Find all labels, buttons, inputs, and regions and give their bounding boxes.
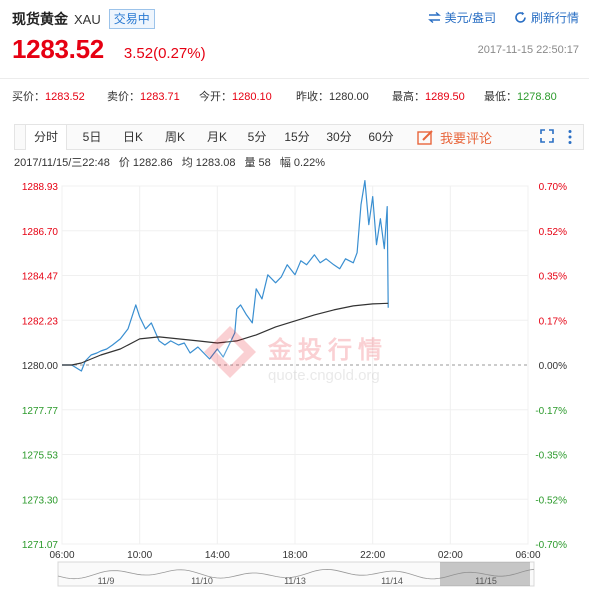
quote-item: 昨收：1280.00: [296, 88, 369, 104]
info-price: 1282.86: [132, 157, 173, 169]
y-tick-label: 1284.47: [22, 272, 59, 283]
pct-tick-label: -0.35%: [535, 451, 567, 462]
x-tick-label: 18:00: [282, 550, 307, 561]
mini-navigator-date: 11/9: [98, 576, 115, 586]
pct-tick-label: 0.52%: [539, 227, 567, 238]
mini-navigator-date: 11/10: [191, 576, 213, 586]
quote-item: 今开：1280.10: [199, 88, 272, 104]
mini-navigator-line: [57, 568, 535, 580]
pct-tick-label: 0.00%: [539, 361, 567, 372]
y-tick-label: 1273.30: [22, 495, 59, 506]
comment-button[interactable]: 我要评论: [417, 125, 492, 149]
tab-0[interactable]: 分时: [25, 125, 67, 150]
pct-tick-label: -0.70%: [535, 540, 567, 551]
info-amplitude: 0.22%: [293, 157, 326, 169]
header-divider: [0, 78, 589, 79]
swap-arrows-icon: [427, 12, 441, 23]
info-volume: 58: [258, 157, 271, 169]
tab-4[interactable]: 月K: [206, 130, 227, 144]
pct-tick-label: 0.70%: [539, 182, 567, 193]
pct-tick-label: -0.17%: [535, 406, 567, 417]
price-change: 3.52(0.27%): [123, 45, 206, 62]
quote-label: 卖价：: [107, 91, 140, 103]
refresh-icon: [515, 11, 526, 23]
refresh-label: 刷新行情: [530, 11, 579, 25]
quote-label: 昨收：: [296, 91, 329, 103]
intraday-chart[interactable]: 1288.93 0.70% 1286.70 0.52% 1284.47 0.35% 1282…: [0, 172, 589, 592]
quote-value: 1283.52: [45, 91, 85, 103]
y-tick-label: 1286.70: [22, 227, 59, 238]
quote-value: 1289.50: [425, 91, 465, 103]
refresh-quotes-link[interactable]: 刷新行情: [514, 9, 579, 26]
instrument-title: 现货黄金: [12, 11, 68, 27]
edit-icon: [417, 129, 433, 145]
tab-2[interactable]: 日K: [122, 130, 143, 144]
info-avg: 1283.08: [195, 157, 236, 169]
pct-tick-label: 0.17%: [539, 316, 567, 327]
y-tick-label: 1282.23: [22, 316, 59, 327]
instrument-symbol: XAU: [74, 11, 101, 27]
tab-7[interactable]: 30分: [326, 130, 352, 144]
chart-period-tabs: 我要评论 分时 5日 日K 周K 月K 5分 15分 30分 60分: [14, 124, 584, 150]
x-tick-label: 06:00: [49, 550, 74, 561]
quote-details-row: 买价：1283.52 卖价：1283.71 今开：1280.10 昨收：1280.00…: [0, 84, 589, 106]
mini-navigator-date: 11/14: [381, 576, 403, 586]
quote-item: 最高：1289.50: [392, 88, 465, 104]
info-price-label: 价: [118, 157, 130, 169]
mini-navigator-date: 11/15: [475, 576, 497, 586]
quote-value: 1283.71: [140, 91, 180, 103]
trading-status-badge: 交易中: [108, 9, 155, 29]
quote-item: 最低：1278.80: [484, 88, 557, 104]
info-amplitude-label: 幅: [279, 157, 291, 169]
average-line: [62, 302, 389, 366]
quote-header: 现货黄金 XAU 交易中 美元/盎司 刷新行情 1283.52 3.52(0.2…: [0, 0, 589, 90]
quote-label: 买价：: [12, 91, 45, 103]
y-tick-label: 1280.00: [22, 361, 59, 372]
last-price: 1283.52: [12, 34, 104, 64]
info-avg-label: 均: [181, 157, 193, 169]
x-tick-label: 22:00: [360, 550, 385, 561]
currency-unit-label: 美元/盎司: [444, 11, 496, 25]
price-line: [62, 180, 389, 372]
tab-5[interactable]: 5分: [247, 130, 267, 144]
y-tick-label: 1275.53: [22, 451, 59, 462]
crosshair-info-line: 2017/11/15/三22:48 价 1282.86 均 1283.08 量 58 …: [14, 154, 331, 170]
y-tick-label: 1288.93: [22, 182, 59, 193]
pct-tick-label: 0.35%: [539, 272, 567, 283]
quote-value: 1280.00: [329, 91, 369, 103]
comment-button-label: 我要评论: [440, 130, 493, 146]
mini-navigator-selection: [440, 562, 530, 586]
quote-value: 1280.10: [232, 91, 272, 103]
fullscreen-icon[interactable]: [540, 129, 554, 143]
tab-3[interactable]: 周K: [164, 130, 185, 144]
tab-6[interactable]: 15分: [284, 130, 310, 144]
x-tick-label: 10:00: [127, 550, 152, 561]
info-datetime: 2017/11/15/三22:48: [14, 157, 110, 169]
x-tick-label: 14:00: [205, 550, 230, 561]
y-tick-label: 1271.07: [22, 540, 59, 551]
y-tick-label: 1277.77: [22, 406, 59, 417]
x-tick-label: 06:00: [515, 550, 540, 561]
more-options-icon[interactable]: [567, 129, 573, 145]
tab-1[interactable]: 5日: [82, 130, 102, 144]
quote-timestamp: 2017-11-15 22:50:17: [477, 44, 579, 56]
quote-item: 卖价：1283.71: [107, 88, 180, 104]
info-volume-label: 量: [244, 157, 256, 169]
quote-label: 最低：: [484, 91, 517, 103]
quote-label: 最高：: [392, 91, 425, 103]
currency-unit-link[interactable]: 美元/盎司: [427, 9, 496, 26]
x-tick-label: 02:00: [438, 550, 463, 561]
quote-label: 今开：: [199, 91, 232, 103]
tab-8[interactable]: 60分: [368, 130, 394, 144]
quote-item: 买价：1283.52: [12, 88, 85, 104]
pct-tick-label: -0.52%: [535, 495, 567, 506]
mini-navigator-date: 11/13: [284, 576, 306, 586]
quote-value: 1278.80: [517, 91, 557, 103]
